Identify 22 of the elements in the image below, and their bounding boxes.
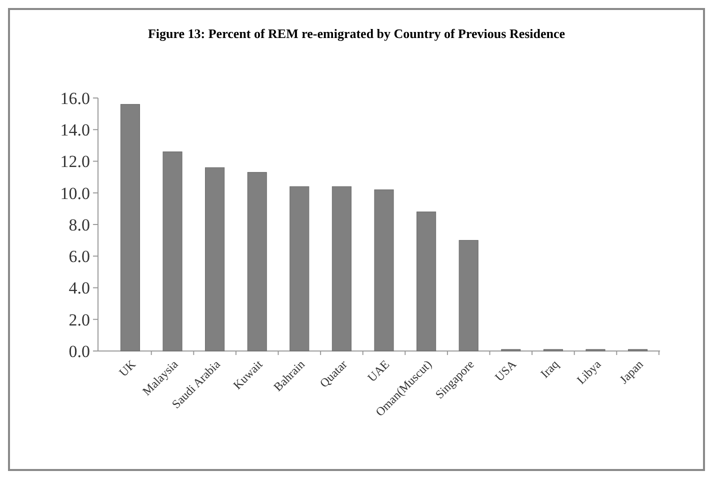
bar	[120, 104, 140, 352]
x-tick-label: Iraq	[538, 357, 562, 381]
y-tick-label: 8.0	[68, 215, 90, 234]
x-tick-label: USA	[492, 356, 520, 384]
bar	[290, 186, 310, 352]
bar	[205, 167, 225, 352]
y-tick-label: 16.0	[60, 88, 90, 108]
bar	[458, 240, 478, 352]
y-tick-label: 4.0	[68, 278, 90, 298]
y-tick-label: 2.0	[68, 310, 90, 330]
y-tick-label: 10.0	[60, 184, 90, 203]
y-tick-label: 6.0	[68, 247, 90, 266]
x-tick-label: UK	[116, 356, 139, 380]
bar	[374, 189, 394, 352]
bar	[332, 186, 352, 352]
bar	[247, 172, 267, 352]
bar	[416, 212, 436, 352]
chart-title: Figure 13: Percent of REM re-emigrated by Country of Previous Residence	[148, 26, 566, 41]
y-tick-label: 14.0	[60, 120, 90, 140]
y-tick-label: 12.0	[60, 152, 90, 172]
bar	[162, 152, 182, 352]
y-tick-label: 0.0	[68, 342, 90, 361]
